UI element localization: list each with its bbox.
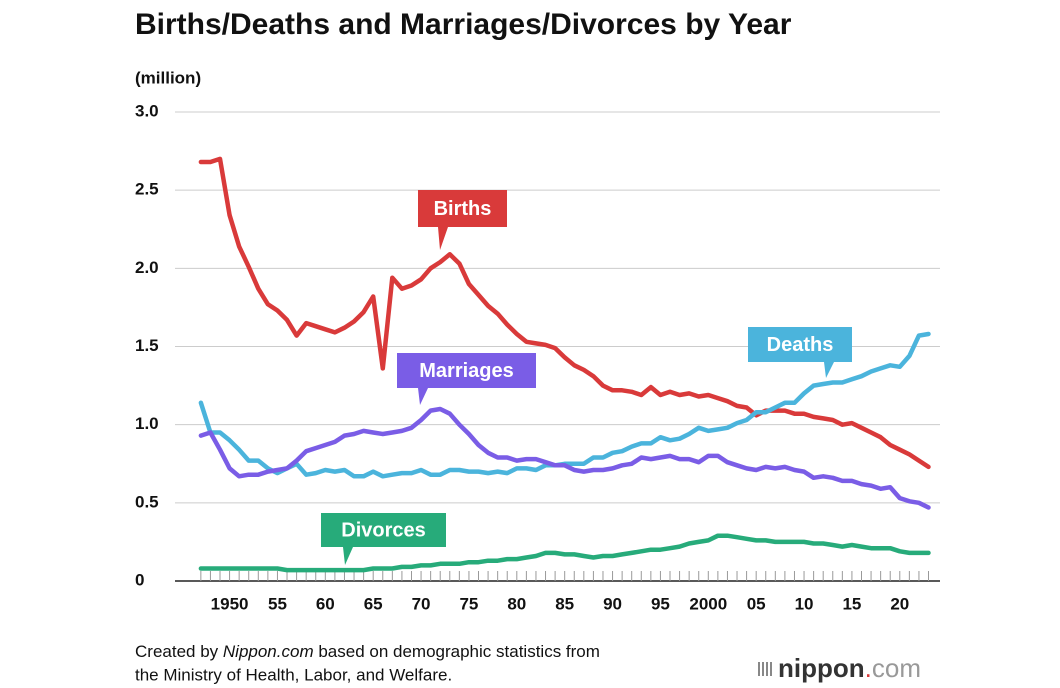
y-tick-label: 2.0 — [135, 258, 159, 277]
x-tick-label: 65 — [364, 594, 383, 613]
callout-box — [748, 327, 852, 378]
x-tick-label: 85 — [555, 594, 574, 613]
x-tick-label: 75 — [459, 594, 478, 613]
series-line — [198, 156, 931, 470]
legend-label: Deaths — [767, 334, 834, 356]
callout-box — [321, 513, 446, 565]
source-note: Created by Nippon.com based on demograph… — [135, 642, 600, 661]
legend-label: Births — [434, 198, 492, 220]
y-tick-label: 1.0 — [135, 414, 159, 433]
callout-box — [397, 353, 536, 405]
callout-box — [418, 190, 507, 250]
x-tick-label: 70 — [412, 594, 431, 613]
logo: nippon.com — [778, 653, 921, 683]
y-tick-label: 3.0 — [135, 101, 159, 120]
x-tick-label: 90 — [603, 594, 622, 613]
x-tick-label: 10 — [795, 594, 814, 613]
y-tick-label: 0.5 — [135, 492, 159, 511]
x-tick-label: 05 — [747, 594, 766, 613]
x-tick-label: 20 — [890, 594, 909, 613]
y-axis-label: (million) — [135, 68, 201, 87]
x-tick-label: 2000 — [689, 594, 727, 613]
x-tick-label: 95 — [651, 594, 670, 613]
legend-label: Marriages — [419, 360, 514, 382]
x-tick-label: 60 — [316, 594, 335, 613]
source-text: Nippon.com — [223, 642, 314, 661]
logo-icon — [758, 662, 772, 676]
y-tick-label: 2.5 — [135, 180, 159, 199]
x-tick-label: 15 — [842, 594, 861, 613]
x-tick-label: 55 — [268, 594, 287, 613]
y-tick-label: 0 — [135, 570, 144, 589]
source-text: the Ministry of Health, Labor, and Welfa… — [135, 665, 452, 684]
x-tick-label: 80 — [507, 594, 526, 613]
chart-title: Births/Deaths and Marriages/Divorces by … — [135, 8, 792, 41]
source-text: based on demographic statistics from — [314, 642, 600, 661]
logo-text: nippon — [778, 653, 865, 683]
source-text: Created by — [135, 642, 223, 661]
series-line — [198, 406, 931, 510]
logo-text: . — [865, 653, 872, 683]
y-tick-label: 1.5 — [135, 336, 159, 355]
x-tick-label: 1950 — [211, 594, 249, 613]
logo-text: com — [872, 653, 921, 683]
legend-label: Divorces — [341, 519, 426, 541]
series-line — [198, 533, 931, 573]
